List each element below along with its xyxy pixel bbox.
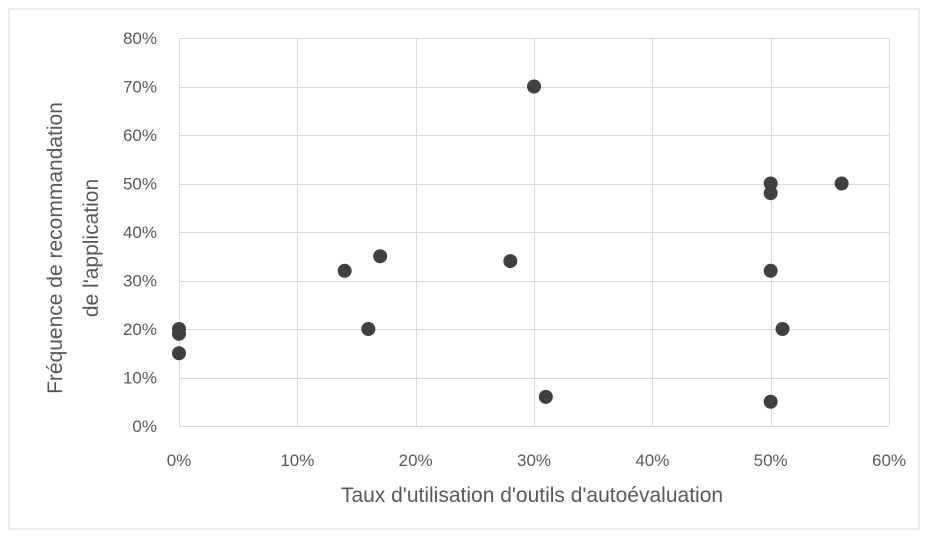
y-tick-label: 80% bbox=[123, 29, 157, 48]
data-point bbox=[337, 263, 352, 278]
data-point bbox=[763, 186, 778, 201]
y-tick-label: 40% bbox=[123, 223, 157, 242]
y-tick-label: 30% bbox=[123, 272, 157, 291]
y-axis-title-line-1: Fréquence de recommandation bbox=[44, 102, 67, 394]
x-tick-label: 50% bbox=[754, 451, 788, 470]
x-tick-label: 0% bbox=[167, 451, 192, 470]
y-tick-label: 60% bbox=[123, 126, 157, 145]
y-tick-label: 0% bbox=[132, 417, 157, 436]
y-tick-label: 20% bbox=[123, 320, 157, 339]
vertical-gridlines bbox=[179, 38, 890, 426]
data-point bbox=[172, 326, 186, 341]
x-tick-label: 10% bbox=[280, 451, 314, 470]
y-tick-label: 50% bbox=[123, 175, 157, 194]
x-axis-title: Taux d'utilisation d'outils d'autoévalua… bbox=[341, 484, 723, 507]
y-tick-label: 70% bbox=[123, 78, 157, 97]
data-point bbox=[527, 79, 541, 94]
data-points bbox=[172, 79, 849, 409]
data-point bbox=[361, 322, 376, 336]
y-axis-title-line-2: de l'application bbox=[80, 179, 103, 317]
y-tick-label: 10% bbox=[123, 369, 157, 388]
data-point bbox=[763, 263, 778, 278]
data-point bbox=[538, 389, 553, 404]
x-tick-label: 40% bbox=[635, 451, 669, 470]
data-point bbox=[763, 176, 778, 191]
y-axis-tick-labels: 0% 10% 20% 30% 40% 50% 60% 70% 80% bbox=[123, 29, 157, 436]
x-tick-label: 60% bbox=[872, 451, 906, 470]
data-point bbox=[172, 346, 186, 361]
data-point bbox=[775, 322, 790, 336]
data-point bbox=[503, 254, 518, 269]
x-tick-label: 30% bbox=[517, 451, 551, 470]
x-tick-label: 20% bbox=[399, 451, 433, 470]
data-point bbox=[834, 176, 849, 191]
data-point bbox=[373, 249, 388, 264]
data-point bbox=[763, 394, 778, 409]
y-axis-title: Fréquence de recommandation de l'applica… bbox=[44, 102, 103, 394]
x-axis-tick-labels: 0% 10% 20% 30% 40% 50% 60% bbox=[167, 451, 906, 470]
